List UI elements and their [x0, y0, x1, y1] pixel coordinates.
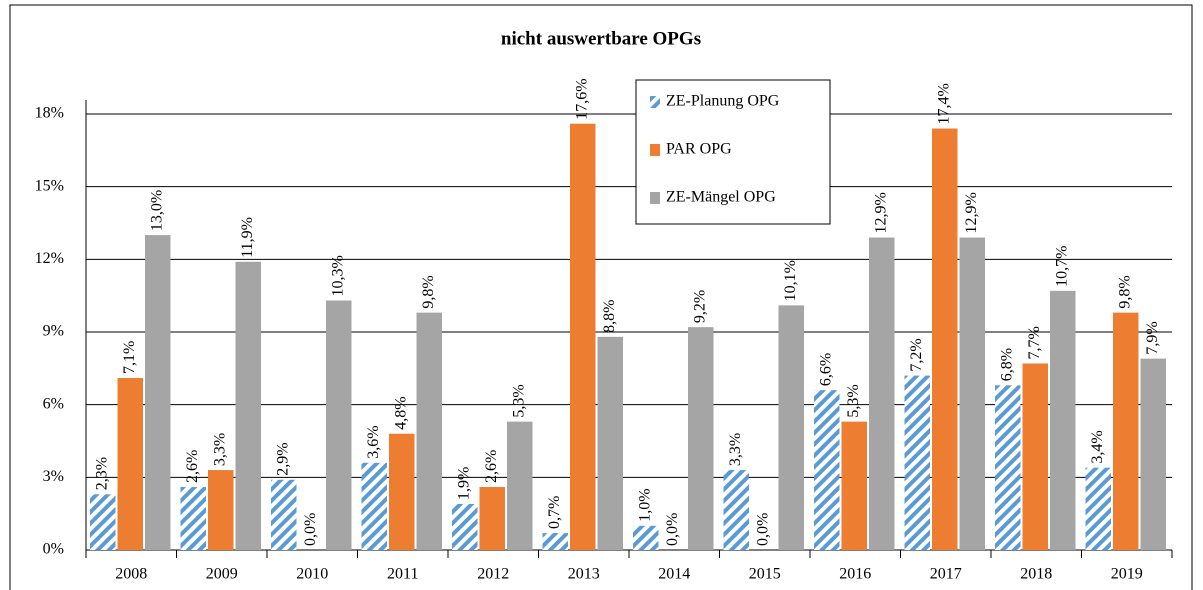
value-label: 2,3%: [93, 457, 110, 490]
y-tick-label: 9%: [43, 323, 64, 340]
x-tick-label: 2017: [930, 566, 962, 583]
y-tick-label: 0%: [43, 541, 64, 558]
value-label: 2,6%: [184, 450, 201, 483]
bar: [117, 378, 143, 550]
bar: [869, 237, 895, 551]
value-label: 9,8%: [1116, 275, 1133, 308]
bar: [1050, 290, 1076, 550]
value-label: 17,6%: [573, 78, 590, 119]
x-tick-label: 2012: [477, 566, 509, 583]
x-tick-label: 2009: [206, 566, 238, 583]
bar: [841, 421, 867, 550]
value-label: 1,9%: [455, 467, 472, 500]
value-label: 8,8%: [601, 300, 618, 333]
bar: [778, 305, 804, 550]
x-tick-label: 2008: [115, 566, 147, 583]
bar: [361, 462, 387, 550]
x-tick-label: 2011: [387, 566, 418, 583]
bar: [932, 128, 958, 551]
legend-swatch: [650, 144, 660, 156]
bar: [145, 235, 171, 550]
value-label: 7,2%: [908, 338, 925, 371]
legend-swatch: [650, 192, 660, 204]
value-label: 7,9%: [1144, 321, 1161, 354]
bar: [904, 375, 930, 550]
chart-title: nicht auswertbare OPGs: [501, 28, 701, 49]
x-tick-label: 2015: [749, 566, 781, 583]
y-tick-label: 12%: [35, 250, 64, 267]
y-tick-label: 15%: [35, 177, 64, 194]
x-tick-label: 2018: [1020, 566, 1052, 583]
value-label: 2,9%: [274, 442, 291, 475]
value-label: 0,0%: [302, 513, 319, 546]
value-label: 6,8%: [998, 348, 1015, 381]
bar: [633, 525, 659, 550]
value-label: 10,1%: [782, 260, 799, 301]
value-label: 9,2%: [691, 290, 708, 323]
value-label: 12,9%: [872, 192, 889, 233]
bar: [688, 327, 714, 550]
bar: [507, 421, 533, 550]
bar: [1022, 363, 1048, 550]
value-label: 11,9%: [239, 217, 256, 258]
value-label: 13,0%: [148, 190, 165, 231]
value-label: 5,3%: [845, 384, 862, 417]
bar: [814, 390, 840, 550]
value-label: 0,0%: [754, 513, 771, 546]
legend-box: [635, 79, 831, 225]
y-tick-label: 6%: [43, 395, 64, 412]
bar: [570, 123, 596, 550]
legend-label: ZE-Mängel OPG: [666, 189, 776, 206]
x-tick-label: 2016: [839, 566, 871, 583]
value-label: 3,6%: [365, 425, 382, 458]
bar: [959, 237, 985, 551]
y-tick-label: 3%: [43, 468, 64, 485]
bar: [208, 470, 234, 550]
bar: [452, 503, 478, 550]
y-tick-label: 18%: [35, 105, 64, 122]
value-label: 0,7%: [546, 496, 563, 529]
bar: [597, 336, 623, 550]
x-tick-label: 2014: [658, 566, 690, 583]
bar: [1113, 312, 1139, 550]
x-tick-label: 2019: [1111, 566, 1143, 583]
x-tick-label: 2013: [568, 566, 600, 583]
value-label: 1,0%: [636, 488, 653, 521]
value-label: 2,6%: [483, 450, 500, 483]
value-label: 4,8%: [392, 396, 409, 429]
value-label: 10,7%: [1053, 245, 1070, 286]
value-label: 5,3%: [510, 384, 527, 417]
value-label: 0,0%: [664, 513, 681, 546]
value-label: 7,7%: [1026, 326, 1043, 359]
bar: [995, 385, 1021, 550]
value-label: 7,1%: [121, 341, 138, 374]
legend-swatch: [650, 96, 660, 108]
value-label: 12,9%: [963, 192, 980, 233]
x-tick-label: 2010: [296, 566, 328, 583]
bar: [1140, 358, 1166, 550]
value-label: 6,6%: [817, 353, 834, 386]
bar: [1085, 467, 1111, 550]
bar: [90, 494, 116, 550]
legend-label: ZE-Planung OPG: [666, 93, 780, 110]
bar: [416, 312, 442, 550]
value-label: 3,4%: [1089, 430, 1106, 463]
value-label: 3,3%: [211, 433, 228, 466]
bar: [271, 479, 297, 550]
bar: [542, 533, 568, 550]
value-label: 9,8%: [420, 275, 437, 308]
legend-label: PAR OPG: [666, 141, 732, 158]
value-label: 10,3%: [329, 255, 346, 296]
bar: [723, 470, 749, 550]
bar: [235, 261, 261, 550]
value-label: 3,3%: [727, 433, 744, 466]
bar: [180, 487, 206, 550]
bar: [479, 487, 505, 550]
bar: [389, 433, 415, 550]
value-label: 17,4%: [935, 83, 952, 124]
bar: [326, 300, 352, 550]
